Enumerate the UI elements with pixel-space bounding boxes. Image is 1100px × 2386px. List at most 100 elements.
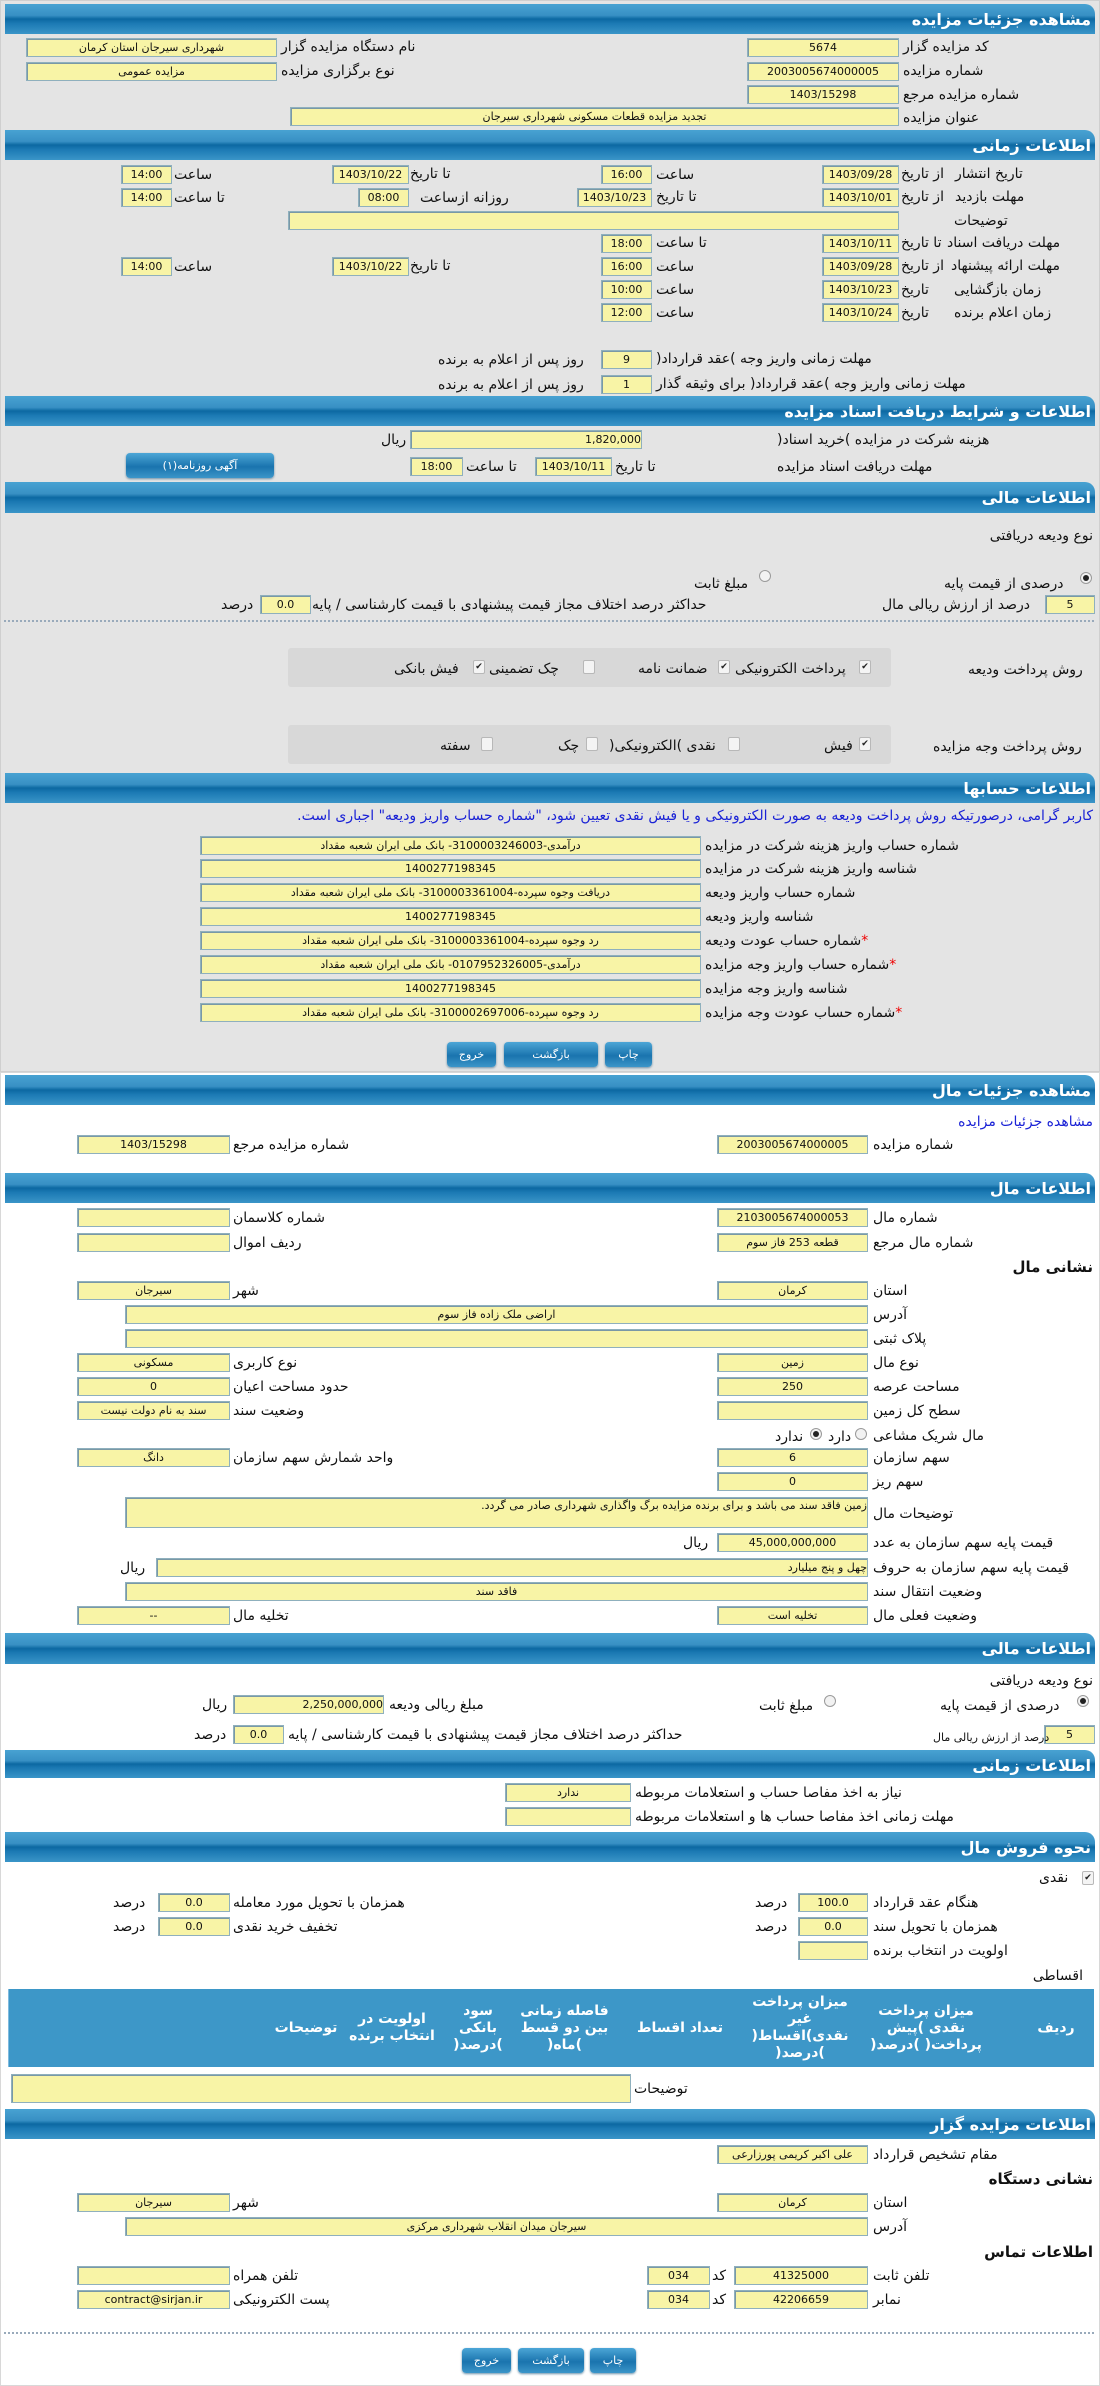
price-words-field[interactable]: چهل و پنج میلیارد: [156, 1558, 868, 1577]
item-deed-field[interactable]: سند به نام دولت نیست: [77, 1401, 230, 1420]
account-field[interactable]: 1400277198345: [200, 979, 701, 998]
seller-city-field[interactable]: سیرجان: [77, 2193, 230, 2212]
auction-subject-field[interactable]: تجدید مزایده قطعات مسکونی شهرداری سیرجان: [290, 107, 899, 126]
winner-time-field[interactable]: 12:00: [601, 303, 652, 322]
cash-checkbox[interactable]: ✔: [1082, 1871, 1094, 1885]
offer-time2-field[interactable]: 14:00: [121, 257, 172, 276]
classman-field[interactable]: [77, 1208, 230, 1227]
payment-method-receipt-checkbox[interactable]: ✔: [859, 737, 871, 751]
item-kind-field[interactable]: زمین: [717, 1353, 868, 1372]
deposit-method-bank-receipt-checkbox[interactable]: ✔: [473, 660, 485, 674]
seller-address-field[interactable]: سیرجان میدان انقلاب شهرداری مرکزی: [125, 2217, 868, 2236]
publish-from-field[interactable]: 1403/09/28: [822, 165, 899, 184]
phone-field[interactable]: 41325000: [734, 2266, 868, 2285]
print-button[interactable]: چاپ: [590, 2348, 636, 2373]
fax-field[interactable]: 42206659: [734, 2290, 868, 2309]
offer-time-field[interactable]: 16:00: [601, 257, 652, 276]
auction-ref-field[interactable]: 1403/15298: [747, 85, 899, 104]
item-usage-field[interactable]: مسکونی: [77, 1353, 230, 1372]
winner-date-field[interactable]: 1403/10/24: [822, 303, 899, 322]
phone-code-field[interactable]: 034: [647, 2266, 710, 2285]
shared-no-radio[interactable]: [810, 1428, 822, 1440]
payment-method-cash-checkbox[interactable]: [728, 737, 740, 751]
item-desc-field[interactable]: زمین فاقد سند می باشد و برای برنده مزاید…: [125, 1497, 868, 1528]
item-building-field[interactable]: 0: [77, 1377, 230, 1396]
pay-guarantor-field[interactable]: 1: [601, 375, 652, 394]
item-address-field[interactable]: اراضی ملک زاده فاز سوم: [125, 1305, 868, 1324]
auction-number-field[interactable]: 2003005674000005: [747, 62, 899, 81]
discount-field[interactable]: 0.0: [158, 1917, 230, 1936]
payment-method-cheque-checkbox[interactable]: [586, 737, 598, 751]
email-field[interactable]: contract@sirjan.ir: [77, 2290, 230, 2309]
account-field[interactable]: دریافت وجوه سپرده-3100003361004- بانک مل…: [200, 883, 701, 902]
back-button[interactable]: بازگشت: [518, 2348, 584, 2373]
clearance-field[interactable]: ندارد: [505, 1783, 631, 1802]
org-share-field[interactable]: 6: [717, 1448, 868, 1467]
auction-type-field[interactable]: مزایده عمومی: [26, 62, 277, 81]
exit-button[interactable]: خروج: [462, 2348, 511, 2373]
account-field[interactable]: رد وجوه سپرده-3100002697006- بانک ملی ای…: [200, 1003, 701, 1022]
item-deposit-percent-radio[interactable]: [1077, 1695, 1089, 1707]
evacuation-field[interactable]: --: [77, 1606, 230, 1625]
deposit-percent-radio[interactable]: [1080, 572, 1092, 584]
share-unit-field[interactable]: دانگ: [77, 1448, 230, 1467]
print-button[interactable]: چاپ: [605, 1042, 652, 1067]
publish-to-field[interactable]: 1403/10/22: [332, 165, 409, 184]
deposit-method-electronic-checkbox[interactable]: ✔: [859, 660, 871, 674]
item-city-field[interactable]: سیرجان: [77, 1281, 230, 1300]
account-field[interactable]: 1400277198345: [200, 859, 701, 878]
offer-to-field[interactable]: 1403/10/22: [332, 257, 409, 276]
deposit-amount-field[interactable]: 2,250,000,000: [233, 1695, 384, 1714]
payment-method-promissory-checkbox[interactable]: [481, 737, 493, 751]
visit-daily-from-field[interactable]: 08:00: [358, 188, 409, 207]
sub-share-field[interactable]: 0: [717, 1472, 868, 1491]
item-plate-field[interactable]: [125, 1329, 868, 1348]
contract-field[interactable]: 100.0: [798, 1893, 868, 1912]
shared-yes-radio[interactable]: [855, 1428, 867, 1440]
docs-to-field[interactable]: 1403/10/11: [822, 234, 899, 253]
item-delivery-field[interactable]: 0.0: [158, 1893, 230, 1912]
account-field[interactable]: درآمدی-3100003246003- بانک ملی ایران شعب…: [200, 836, 701, 855]
mobile-field[interactable]: [77, 2266, 230, 2285]
back-button[interactable]: بازگشت: [504, 1042, 598, 1067]
item-auction-number-field[interactable]: 2003005674000005: [717, 1135, 868, 1154]
item-status-field[interactable]: تخلیه است: [717, 1606, 868, 1625]
pay-contract-field[interactable]: 9: [601, 350, 652, 369]
item-deposit-fixed-radio[interactable]: [824, 1695, 836, 1707]
deposit-method-guarantee-checkbox[interactable]: ✔: [718, 660, 730, 674]
docs-deadline-time-field[interactable]: 18:00: [410, 457, 463, 476]
fax-code-field[interactable]: 034: [647, 2290, 710, 2309]
docs-fee-field[interactable]: 1,820,000: [410, 430, 642, 449]
account-field[interactable]: 1400277198345: [200, 907, 701, 926]
visit-to-field[interactable]: 1403/10/23: [577, 188, 652, 207]
org-name-field[interactable]: شهرداری سیرجان استان کرمان: [26, 38, 277, 57]
deed-delivery-field[interactable]: 0.0: [798, 1917, 868, 1936]
item-ref-field[interactable]: قطعه 253 فاز سوم: [717, 1233, 868, 1252]
visit-from-field[interactable]: 1403/10/01: [822, 188, 899, 207]
auction-details-link[interactable]: مشاهده جزئیات مزایده: [958, 1114, 1093, 1130]
offer-from-field[interactable]: 1403/09/28: [822, 257, 899, 276]
deposit-fixed-radio[interactable]: [759, 570, 771, 582]
deposit-percent-field[interactable]: 5: [1045, 595, 1095, 614]
clearance-deadline-field[interactable]: [505, 1807, 631, 1826]
visit-until-field[interactable]: 14:00: [121, 188, 172, 207]
auction-code-field[interactable]: 5674: [747, 38, 899, 57]
item-province-field[interactable]: کرمان: [717, 1281, 868, 1300]
newspaper-ad-button[interactable]: آگهی روزنامه(۱): [126, 453, 274, 478]
item-deposit-percent-field[interactable]: 5: [1044, 1725, 1095, 1744]
timing-notes-field[interactable]: [288, 211, 899, 230]
account-field[interactable]: درآمدی-0107952326005- بانک ملی ایران شعب…: [200, 955, 701, 974]
transfer-field[interactable]: فاقد سند: [125, 1582, 868, 1601]
opening-date-field[interactable]: 1403/10/23: [822, 280, 899, 299]
item-land-field[interactable]: [717, 1401, 868, 1420]
publish-time-field[interactable]: 16:00: [601, 165, 652, 184]
docs-time-field[interactable]: 18:00: [601, 234, 652, 253]
price-num-field[interactable]: 45,000,000,000: [717, 1533, 868, 1552]
priority-field[interactable]: [798, 1941, 868, 1960]
docs-deadline-date-field[interactable]: 1403/10/11: [535, 457, 612, 476]
account-field[interactable]: رد وجوه سپرده-3100003361004- بانک ملی ای…: [200, 931, 701, 950]
deposit-method-cheque-checkbox[interactable]: [583, 660, 595, 674]
exit-button[interactable]: خروج: [447, 1042, 496, 1067]
item-max-diff-field[interactable]: 0.0: [233, 1725, 284, 1744]
seller-province-field[interactable]: کرمان: [717, 2193, 868, 2212]
